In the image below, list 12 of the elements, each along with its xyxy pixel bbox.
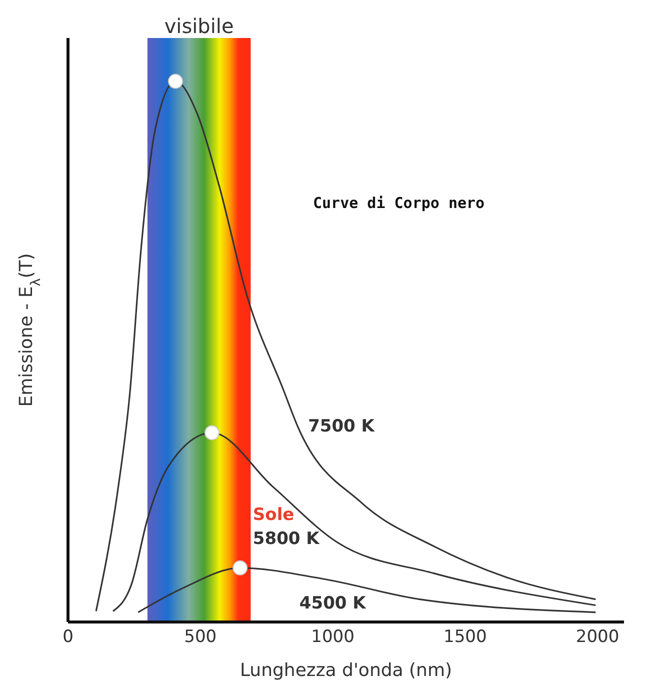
x-tick-label: 2000 bbox=[576, 627, 620, 648]
x-tick-label: 500 bbox=[184, 627, 217, 648]
x-tick-label: 1500 bbox=[444, 627, 487, 648]
x-tick-label: 0 bbox=[62, 627, 74, 648]
x-tick-label: 1000 bbox=[311, 627, 354, 648]
series-label: 5800 K bbox=[252, 528, 320, 549]
annotation: Sole bbox=[252, 504, 294, 525]
series-label: 7500 K bbox=[308, 416, 376, 436]
band-label: visibile bbox=[164, 14, 234, 38]
text: Curve di Corpo nero bbox=[313, 194, 485, 212]
series-label: 4500 K bbox=[299, 594, 367, 614]
x-axis-title: Lunghezza d'onda (nm) bbox=[240, 660, 452, 681]
